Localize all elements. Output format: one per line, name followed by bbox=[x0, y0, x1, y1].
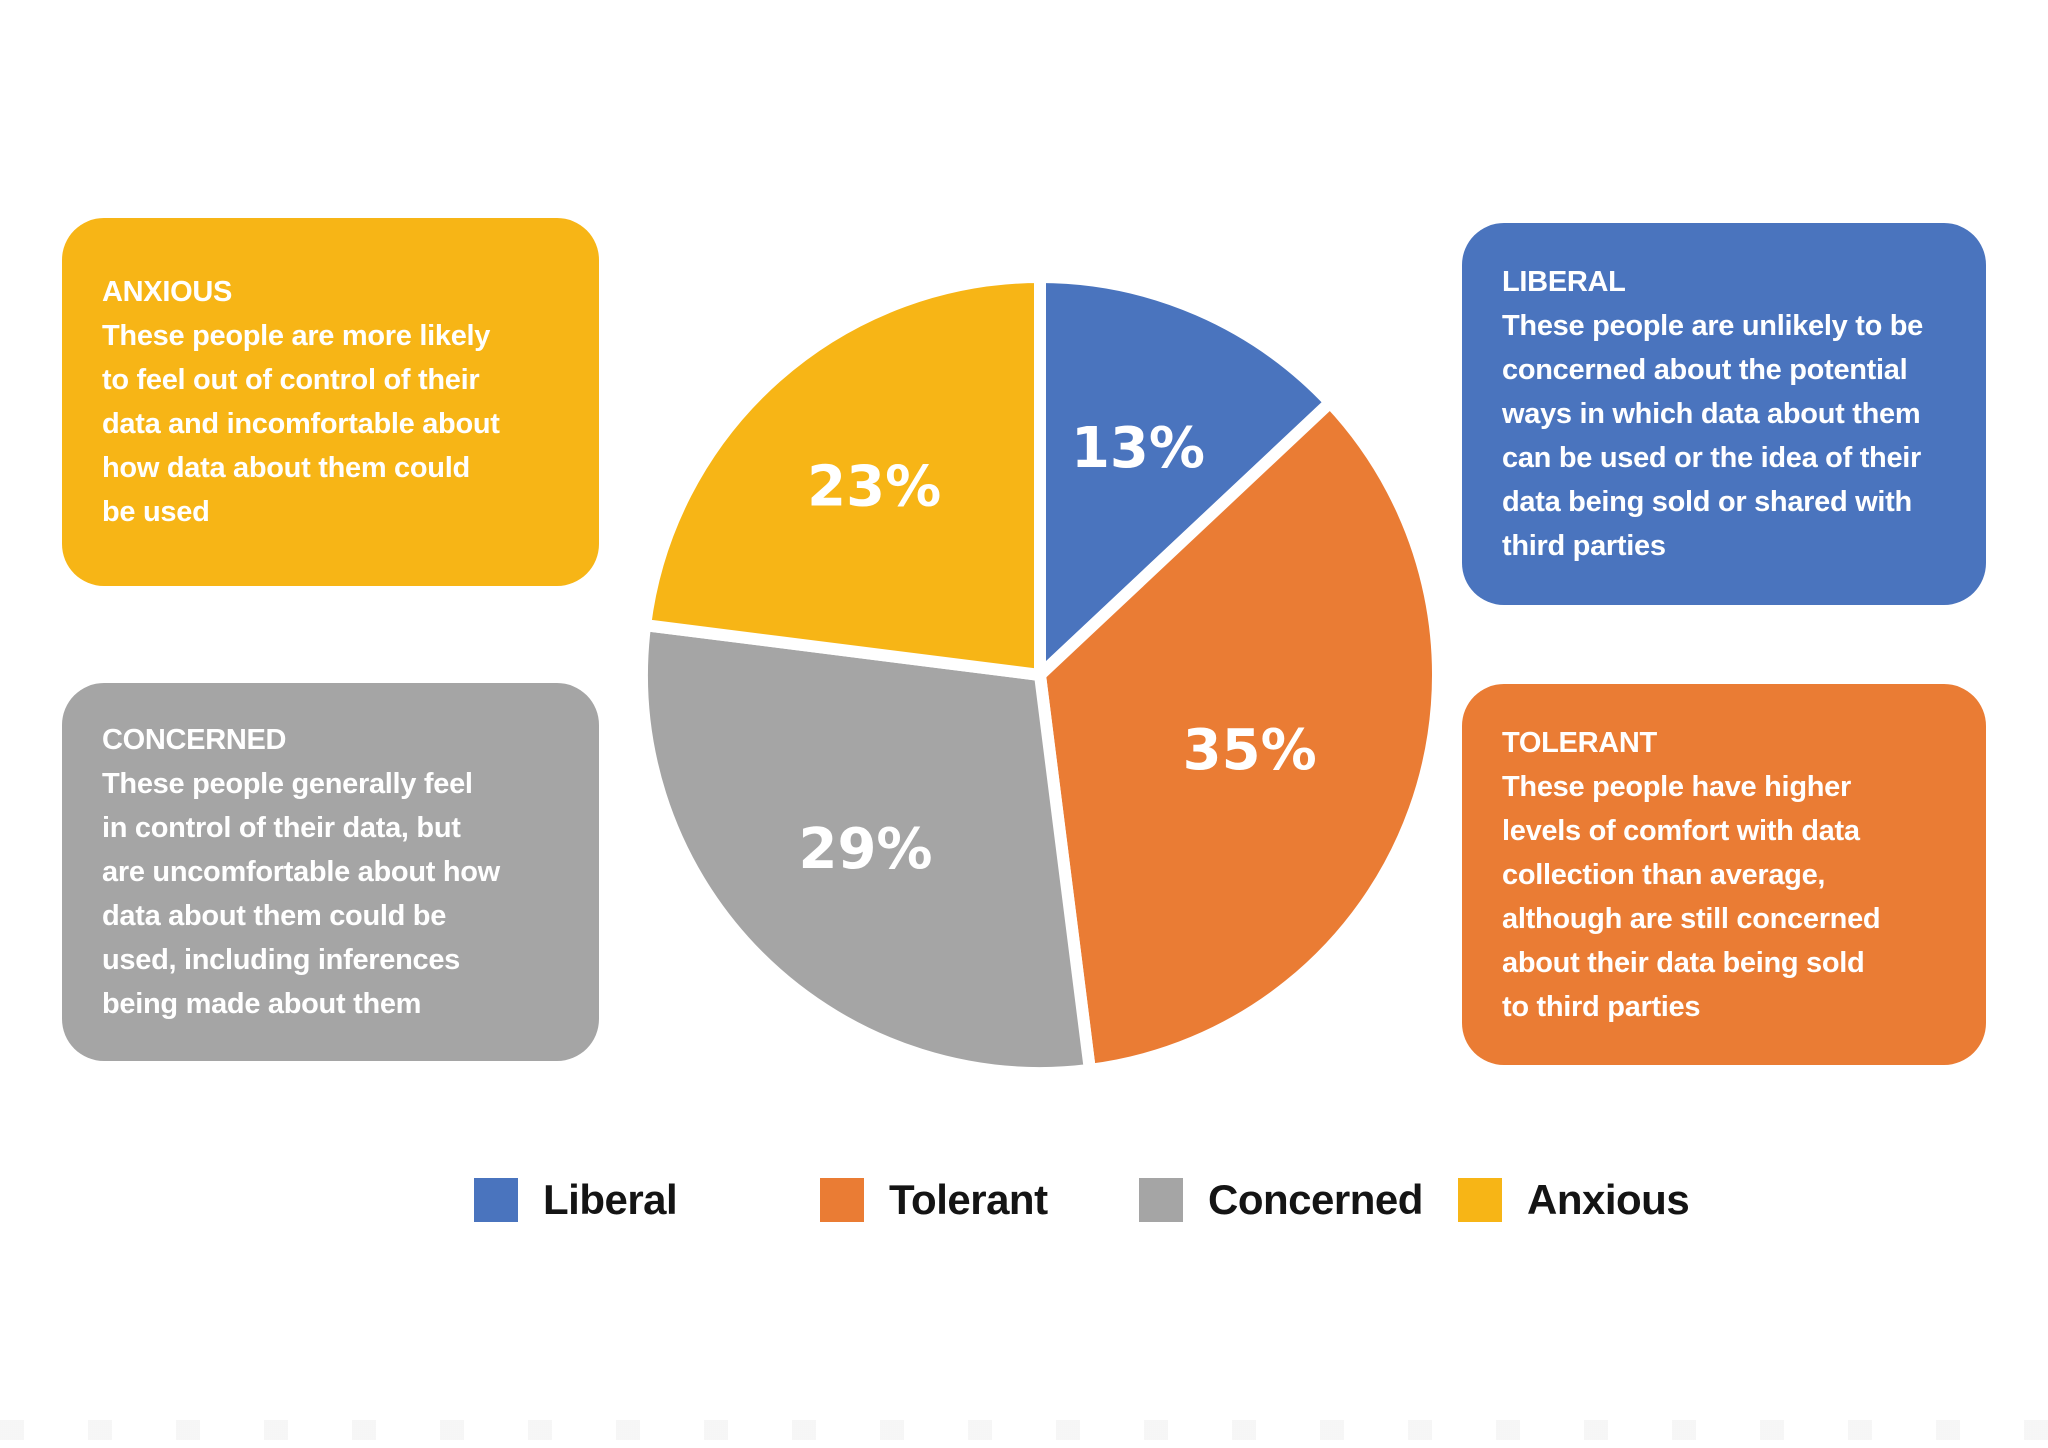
pie-slice-liberal bbox=[1034, 271, 1337, 681]
pie-slice-concerned bbox=[636, 619, 1096, 1079]
pie-label-liberal: 13% bbox=[1071, 416, 1205, 481]
legend-item-concerned: Concerned bbox=[1139, 1176, 1423, 1224]
pie-label-anxious: 23% bbox=[807, 454, 941, 519]
legend-swatch-concerned bbox=[1139, 1178, 1183, 1222]
pie-slice-anxious bbox=[639, 271, 1046, 681]
anxious-callout-title: ANXIOUS bbox=[102, 276, 233, 308]
tolerant-callout: TOLERANT These people have higher levels… bbox=[1462, 684, 1986, 1065]
concerned-callout-title: CONCERNED bbox=[102, 724, 287, 756]
legend-item-anxious: Anxious bbox=[1458, 1176, 1690, 1224]
pie-label-concerned: 29% bbox=[798, 817, 932, 882]
pie-slice-tolerant bbox=[1034, 396, 1444, 1076]
tolerant-callout-title: TOLERANT bbox=[1502, 726, 1657, 759]
pie-label-tolerant: 35% bbox=[1183, 718, 1317, 783]
concerned-callout-body: These people generally feel in control o… bbox=[102, 768, 500, 1020]
anxious-callout-body: These people are more likely to feel out… bbox=[102, 320, 500, 528]
legend-swatch-liberal bbox=[474, 1178, 518, 1222]
anxious-callout: ANXIOUS These people are more likely to … bbox=[62, 218, 599, 586]
legend-item-liberal: Liberal bbox=[474, 1176, 678, 1224]
pie-chart: 13% 35% 29% 23% bbox=[636, 271, 1444, 1079]
legend-swatch-tolerant bbox=[820, 1178, 864, 1222]
legend-label-anxious: Anxious bbox=[1527, 1176, 1690, 1223]
legend-swatch-anxious bbox=[1458, 1178, 1502, 1222]
liberal-callout-body: These people are unlikely to be concerne… bbox=[1502, 310, 1923, 562]
legend-label-concerned: Concerned bbox=[1208, 1176, 1423, 1223]
legend-item-tolerant: Tolerant bbox=[820, 1176, 1048, 1224]
bottom-edge-print-artifact bbox=[0, 1420, 2048, 1440]
liberal-callout: LIBERAL These people are unlikely to be … bbox=[1462, 223, 1986, 605]
concerned-callout: CONCERNED These people generally feel in… bbox=[62, 683, 599, 1061]
legend-label-tolerant: Tolerant bbox=[889, 1176, 1048, 1223]
tolerant-callout-body: These people have higher levels of comfo… bbox=[1502, 770, 1881, 1023]
liberal-callout-title: LIBERAL bbox=[1502, 266, 1626, 298]
legend-label-liberal: Liberal bbox=[543, 1176, 678, 1223]
